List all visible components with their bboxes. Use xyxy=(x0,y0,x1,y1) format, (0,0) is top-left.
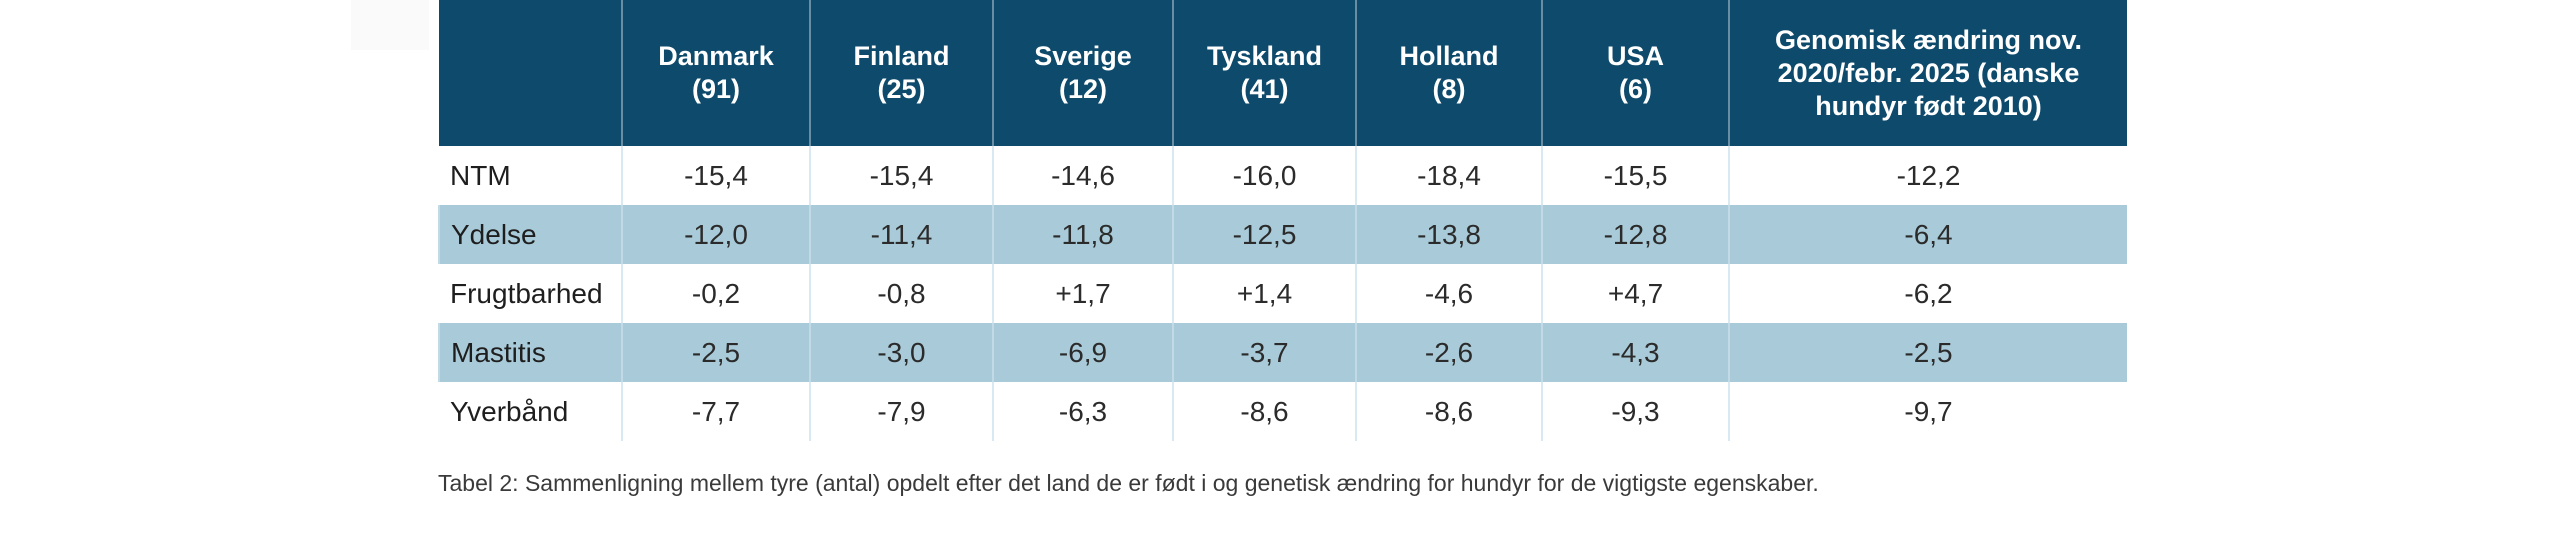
row-label: NTM xyxy=(439,146,622,205)
column-header-sverige: Sverige (12) xyxy=(992,0,1173,146)
table-row-yverbaand: Yverbånd -7,7 -7,9 -6,3 -8,6 -8,6 -9,3 -… xyxy=(439,382,2127,441)
table-cell: -6,2 xyxy=(1728,264,2127,323)
table-cell: -0,8 xyxy=(809,264,993,323)
table-cell: -16,0 xyxy=(1172,146,1356,205)
table-row-ydelse: Ydelse -12,0 -11,4 -11,8 -12,5 -13,8 -12… xyxy=(438,205,2127,264)
table-cell: -8,6 xyxy=(1172,382,1356,441)
table-cell: -6,9 xyxy=(992,323,1173,382)
table-cell: -15,5 xyxy=(1541,146,1729,205)
table-cell: -13,8 xyxy=(1355,205,1542,264)
column-name: Finland xyxy=(853,41,950,71)
row-label: Mastitis xyxy=(438,323,622,382)
row-label: Frugtbarhed xyxy=(439,264,622,323)
table-cell: -9,7 xyxy=(1728,382,2127,441)
column-name: Holland xyxy=(1399,41,1499,71)
table-cell: -12,5 xyxy=(1172,205,1356,264)
column-count: (12) xyxy=(1058,74,1107,104)
table-cell: -8,6 xyxy=(1355,382,1542,441)
table-cell: -15,4 xyxy=(621,146,810,205)
table-cell: -7,9 xyxy=(809,382,993,441)
table-row-frugtbarhed: Frugtbarhed -0,2 -0,8 +1,7 +1,4 -4,6 +4,… xyxy=(439,264,2127,323)
table-row-mastitis: Mastitis -2,5 -3,0 -6,9 -3,7 -2,6 -4,3 -… xyxy=(438,323,2127,382)
column-header-danmark: Danmark (91) xyxy=(621,0,810,146)
column-header-empty xyxy=(439,0,622,146)
column-count: (8) xyxy=(1432,74,1466,104)
column-count: (25) xyxy=(877,74,926,104)
table-cell: +1,4 xyxy=(1172,264,1356,323)
background-artifact xyxy=(351,0,429,50)
column-header-genomisk-aendring: Genomisk ændring nov. 2020/febr. 2025 (d… xyxy=(1728,0,2127,146)
column-header-finland: Finland (25) xyxy=(809,0,993,146)
table-cell: -7,7 xyxy=(621,382,810,441)
column-count: (91) xyxy=(691,74,740,104)
table-cell: -4,3 xyxy=(1541,323,1729,382)
table-cell: -11,8 xyxy=(992,205,1173,264)
table-cell: -6,4 xyxy=(1728,205,2127,264)
column-header-holland: Holland (8) xyxy=(1355,0,1542,146)
column-name: Genomisk ændring nov. 2020/febr. 2025 (d… xyxy=(1774,24,2083,121)
table-cell: -0,2 xyxy=(621,264,810,323)
table-cell: -15,4 xyxy=(809,146,993,205)
table-cell: -3,0 xyxy=(809,323,993,382)
column-name: Sverige xyxy=(1034,41,1132,71)
column-name: USA xyxy=(1606,41,1664,71)
table-cell: -2,5 xyxy=(1728,323,2127,382)
row-label: Ydelse xyxy=(438,205,622,264)
column-count: (41) xyxy=(1240,74,1289,104)
table-cell: -14,6 xyxy=(992,146,1173,205)
table-cell: -9,3 xyxy=(1541,382,1729,441)
column-name: Tyskland xyxy=(1206,41,1323,71)
table-cell: +4,7 xyxy=(1541,264,1729,323)
table-cell: -4,6 xyxy=(1355,264,1542,323)
table-cell: +1,7 xyxy=(992,264,1173,323)
table-cell: -12,8 xyxy=(1541,205,1729,264)
table-cell: -12,2 xyxy=(1728,146,2127,205)
row-label: Yverbånd xyxy=(439,382,622,441)
table-header-row: Danmark (91) Finland (25) Sverige (12) T… xyxy=(439,0,2127,146)
table-cell: -2,6 xyxy=(1355,323,1542,382)
table-cell: -11,4 xyxy=(809,205,993,264)
column-count: (6) xyxy=(1619,74,1652,104)
table-cell: -3,7 xyxy=(1172,323,1356,382)
table-row-ntm: NTM -15,4 -15,4 -14,6 -16,0 -18,4 -15,5 … xyxy=(439,146,2127,205)
column-header-tyskland: Tyskland (41) xyxy=(1172,0,1356,146)
table-cell: -2,5 xyxy=(621,323,810,382)
column-name: Danmark xyxy=(658,41,774,71)
table-cell: -6,3 xyxy=(992,382,1173,441)
table-caption: Tabel 2: Sammenligning mellem tyre (anta… xyxy=(438,470,1819,496)
comparison-table: Danmark (91) Finland (25) Sverige (12) T… xyxy=(438,0,2127,441)
table-cell: -12,0 xyxy=(621,205,810,264)
table-cell: -18,4 xyxy=(1355,146,1542,205)
column-header-usa: USA (6) xyxy=(1541,0,1729,146)
